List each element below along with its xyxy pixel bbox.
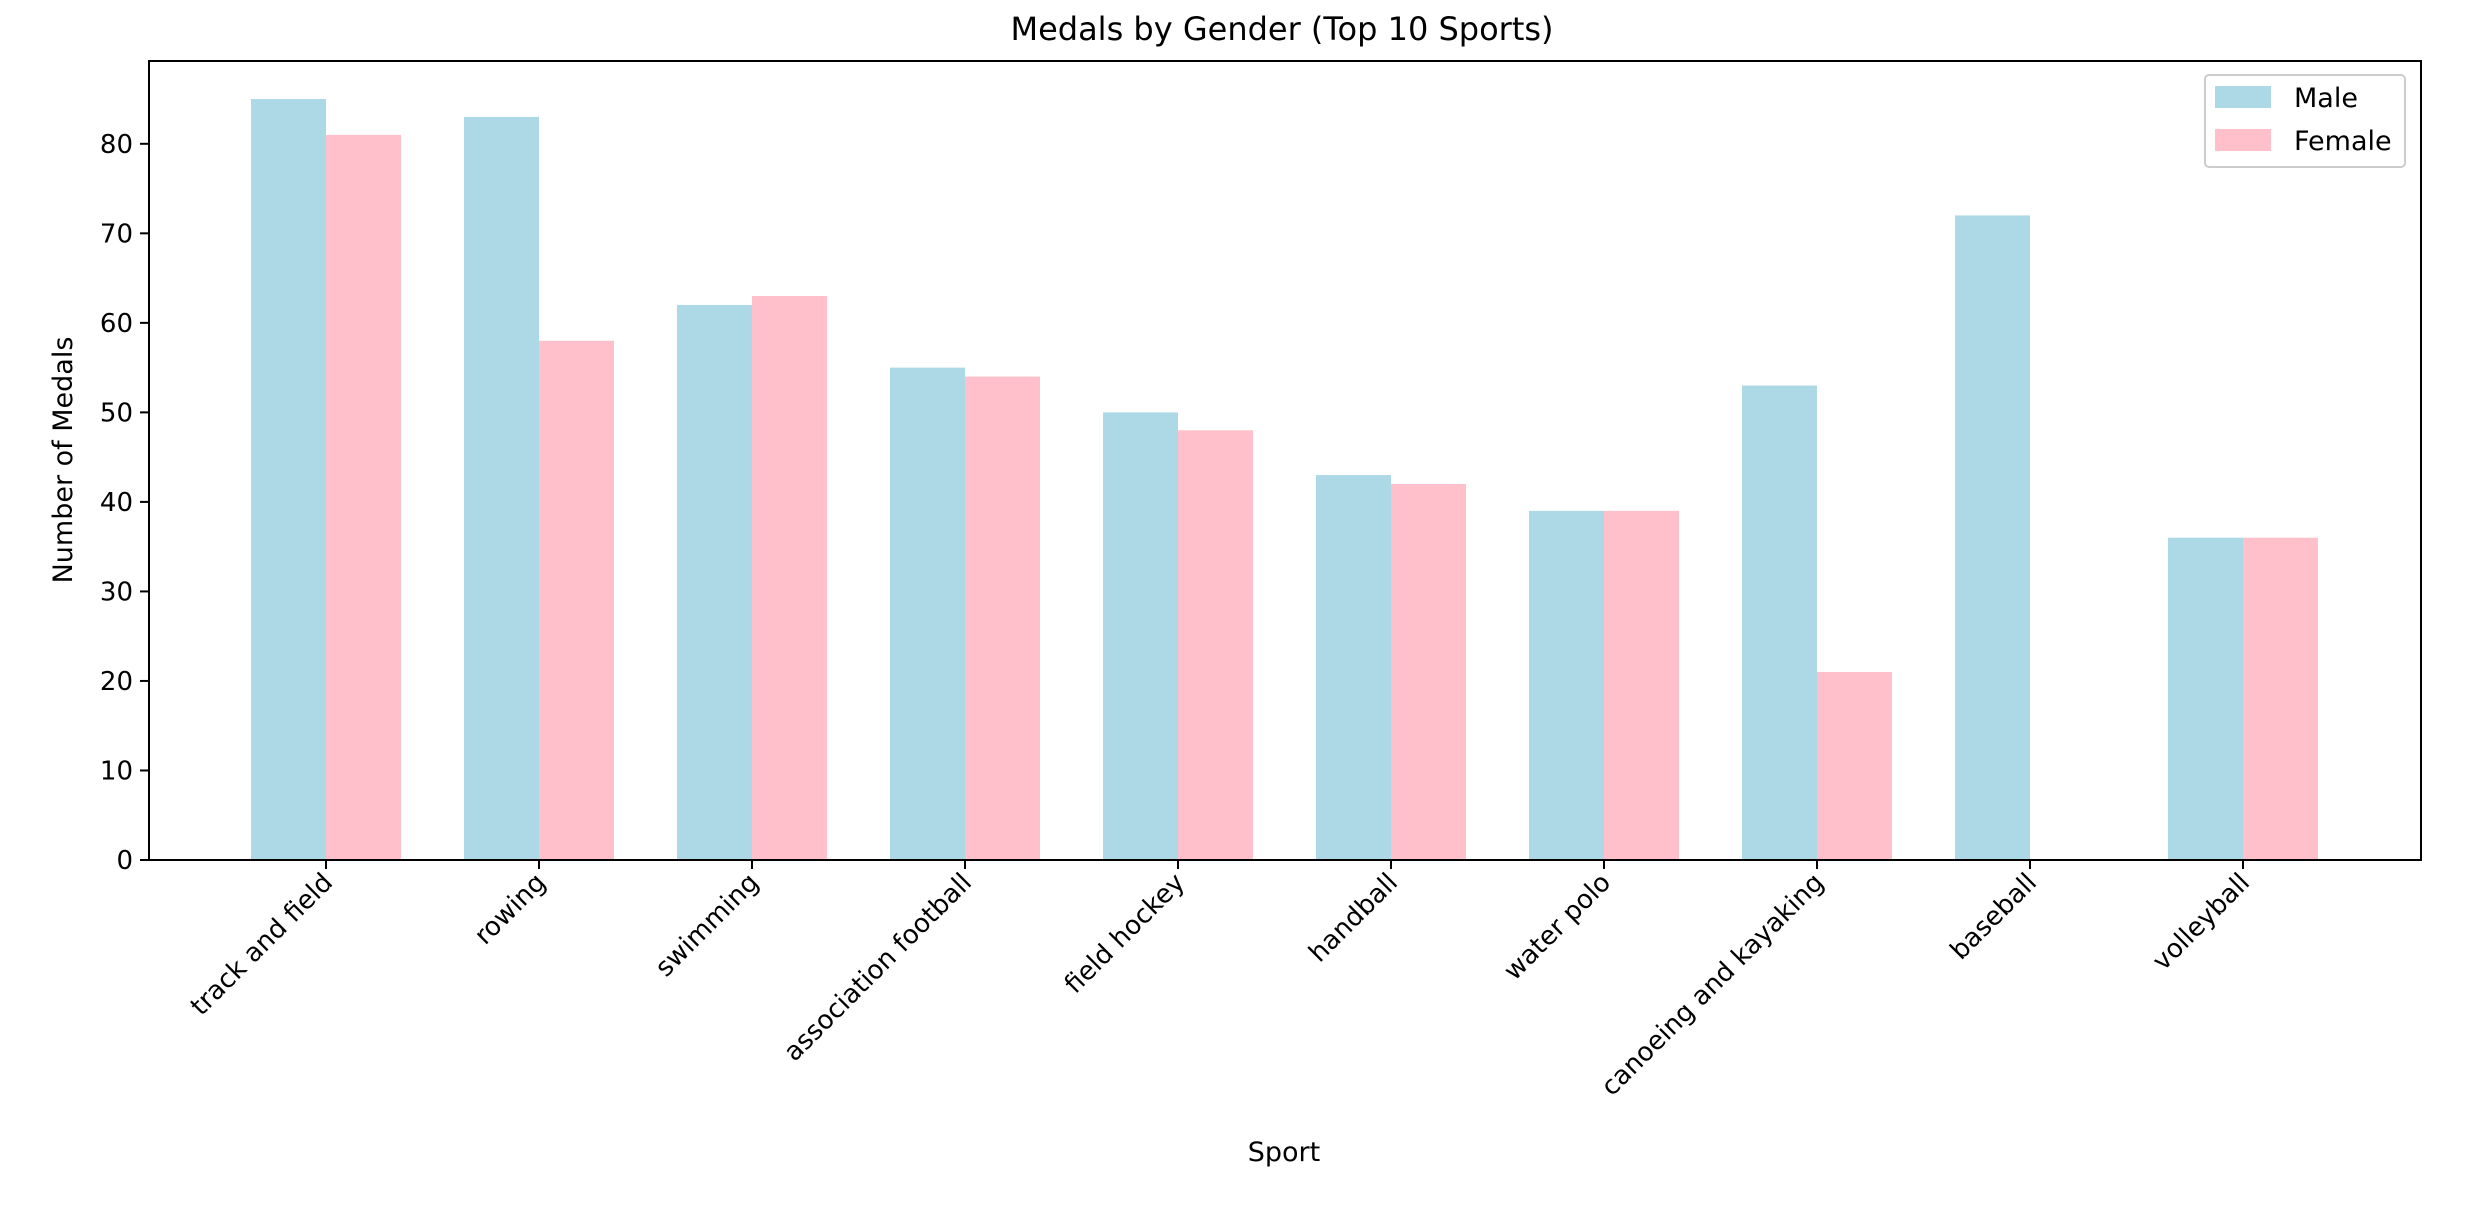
legend-label-female: Female [2294, 126, 2392, 157]
bar-female-track-and-field [326, 134, 401, 860]
bar-male-swimming [677, 304, 752, 860]
legend-swatch-male [2215, 86, 2271, 108]
legend: Male Female [2204, 74, 2406, 168]
bar-male-water-polo [1529, 510, 1604, 860]
bar-female-water-polo [1604, 510, 1679, 860]
x-axis-ticks: track and field rowing swimming association… [185, 860, 2256, 1102]
bar-male-volleyball [2168, 537, 2243, 860]
bar-female-swimming [752, 296, 827, 860]
bar-female-canoeing-and-kayaking [1817, 672, 1892, 860]
bar-male-rowing [464, 116, 539, 860]
bar-male-association-football [890, 367, 965, 860]
plot-frame [148, 60, 2422, 861]
y-tick-label: 50 [100, 398, 133, 428]
bar-female-volleyball [2243, 537, 2318, 860]
x-tick-label-association-football: association football [778, 868, 978, 1068]
bar-female-handball [1391, 484, 1466, 860]
x-tick-label-field-hockey: field hockey [1059, 868, 1191, 1000]
bar-male-handball [1316, 475, 1391, 860]
bar-male-baseball [1955, 215, 2030, 860]
bar-female-rowing [539, 340, 614, 860]
y-tick-label: 30 [100, 577, 133, 607]
y-tick-label: 80 [100, 130, 133, 160]
chart-title: Medals by Gender (Top 10 Sports) [1010, 10, 1553, 48]
y-tick-label: 0 [116, 846, 133, 876]
x-tick-label-volleyball: volleyball [2147, 868, 2256, 977]
bar-male-track-and-field [251, 99, 326, 861]
y-tick-label: 70 [100, 219, 133, 249]
x-axis-label: Sport [1248, 1137, 1320, 1168]
x-tick-label-baseball: baseball [1945, 868, 2043, 966]
y-tick-label: 20 [100, 667, 133, 697]
bar-male-canoeing-and-kayaking [1742, 385, 1817, 860]
legend-swatch-female [2215, 129, 2271, 151]
x-tick-label-canoeing-and-kayaking: canoeing and kayaking [1596, 868, 1830, 1102]
bars-group [251, 99, 2318, 861]
bar-male-field-hockey [1103, 412, 1178, 860]
y-tick-label: 60 [100, 309, 133, 339]
y-axis-ticks: 0 10 20 30 40 50 60 70 80 [100, 130, 149, 876]
x-tick-label-track-and-field: track and field [185, 868, 339, 1022]
x-tick-label-rowing: rowing [469, 868, 552, 951]
legend-label-male: Male [2294, 83, 2358, 114]
x-tick-label-water-polo: water polo [1498, 868, 1617, 987]
x-tick-label-swimming: swimming [650, 868, 765, 983]
bar-female-field-hockey [1178, 430, 1253, 860]
y-tick-label: 40 [100, 488, 133, 518]
y-tick-label: 10 [100, 756, 133, 786]
bar-female-association-football [965, 376, 1040, 860]
y-axis-label: Number of Medals [48, 337, 79, 584]
x-tick-label-handball: handball [1303, 868, 1404, 969]
